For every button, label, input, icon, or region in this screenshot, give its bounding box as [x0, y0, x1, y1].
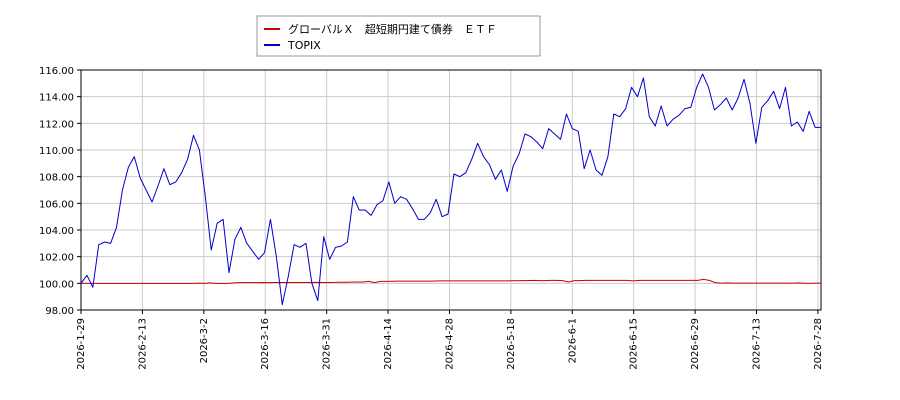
grid-lines [81, 70, 821, 310]
x-tick-label: 2026-3-2 [199, 318, 210, 363]
y-tick-label: 104.00 [39, 226, 74, 237]
y-tick-label: 116.00 [39, 66, 74, 77]
legend-label-series-0: グローバルＸ 超短期円建て債券 ＥＴＦ [288, 22, 497, 36]
y-tick-label: 108.00 [39, 173, 74, 184]
y-tick-label: 110.00 [39, 146, 74, 157]
y-axis: 98.00 100.00 102.00 104.00 106.00 108.00 110.0… [39, 66, 81, 317]
y-tick-label: 114.00 [39, 93, 74, 104]
x-tick-label: 2026-4-28 [444, 318, 455, 370]
series-lines [80, 73, 821, 306]
x-tick-label: 2026-6-1 [567, 318, 578, 363]
x-tick-label: 2026-6-29 [690, 318, 701, 370]
x-tick-label: 2026-7-13 [752, 318, 763, 370]
legend-box [256, 15, 541, 57]
x-tick-label: 2026-3-31 [322, 318, 333, 370]
x-tick-label: 2026-1-29 [76, 318, 87, 370]
x-tick-label: 2026-4-14 [383, 318, 394, 370]
series-line-1 [80, 73, 821, 306]
series-line-0 [81, 278, 821, 284]
x-tick-label: 2026-7-28 [813, 318, 824, 370]
legend-label-series-1: TOPIX [287, 39, 321, 52]
x-tick-label: 2026-6-15 [629, 318, 640, 370]
y-tick-label: 106.00 [39, 199, 74, 210]
y-tick-label: 98.00 [45, 306, 74, 317]
plot-area-frame [80, 69, 822, 311]
x-axis: 2026-1-29 2026-2-13 2026-3-2 2026-3-16 2026-… [76, 310, 824, 370]
y-tick-label: 112.00 [39, 119, 74, 130]
legend: グローバルＸ 超短期円建て債券 ＥＴＦ TOPIX [256, 15, 541, 57]
y-tick-label: 100.00 [39, 279, 74, 290]
x-tick-label: 2026-5-18 [506, 318, 517, 370]
x-tick-label: 2026-2-13 [137, 318, 148, 370]
y-tick-label: 102.00 [39, 253, 74, 264]
x-tick-label: 2026-3-16 [260, 318, 271, 370]
